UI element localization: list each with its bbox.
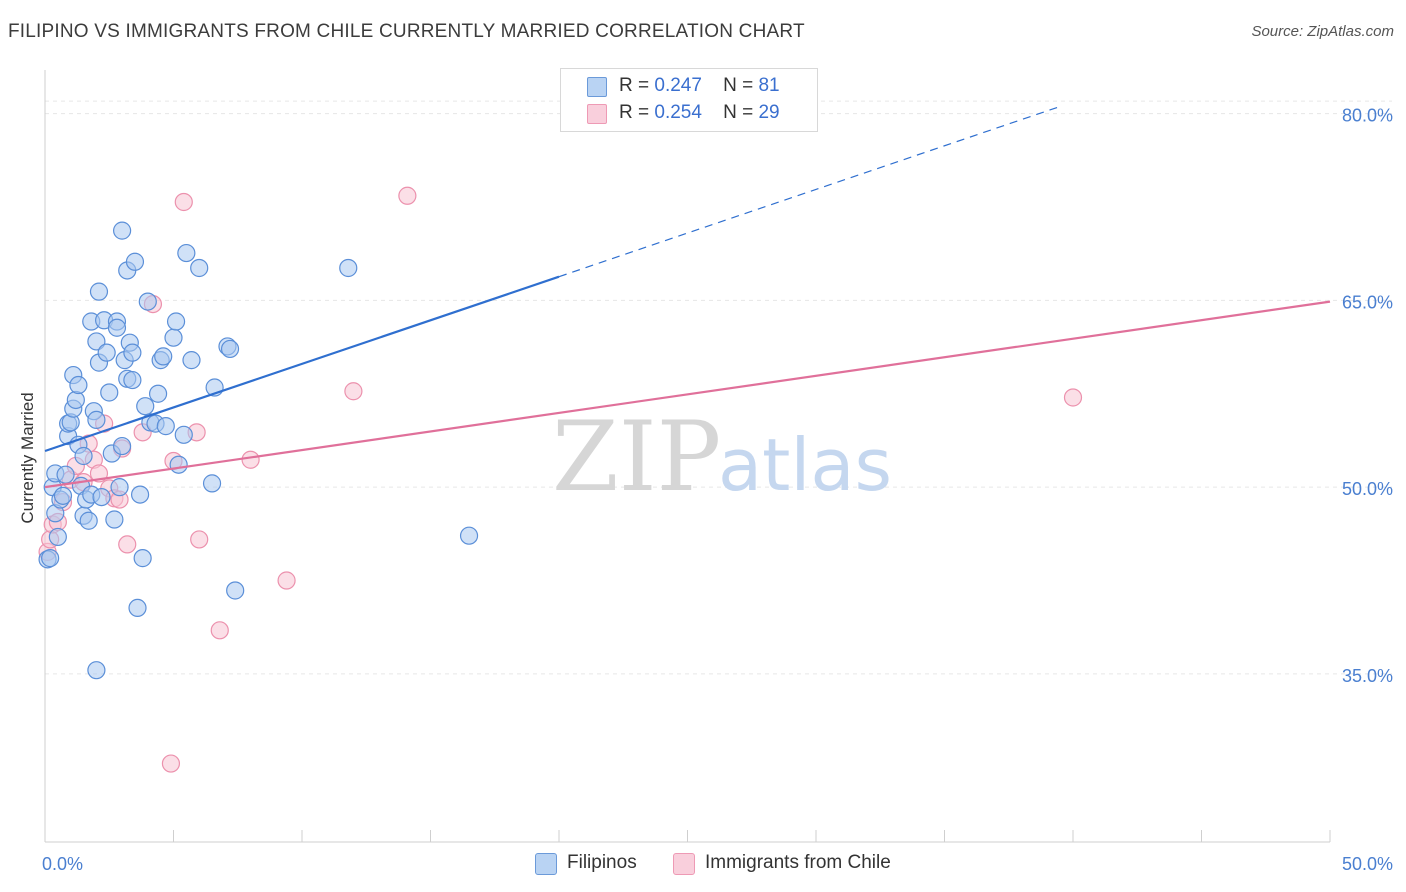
n-value: 81 xyxy=(758,75,780,96)
filipinos-point xyxy=(202,474,222,493)
filipinos-point xyxy=(105,510,124,529)
legend-text-filipinos: R = 0.247 N = 81 xyxy=(619,75,780,97)
chart-title: FILIPINO VS IMMIGRANTS FROM CHILE CURREN… xyxy=(8,21,805,42)
chile-point xyxy=(398,186,417,205)
filipinos-point xyxy=(112,221,132,240)
x-tick-label: 0.0% xyxy=(42,854,83,874)
filipinos-point xyxy=(89,282,109,301)
filipinos-point xyxy=(125,252,145,271)
filipinos-point xyxy=(48,527,67,547)
filipinos-point xyxy=(459,526,479,545)
filipinos-point xyxy=(87,410,106,429)
y-tick-label: 35.0% xyxy=(1342,666,1393,686)
filipinos-point xyxy=(110,478,129,497)
n-value: 29 xyxy=(758,102,780,123)
y-tick-label: 80.0% xyxy=(1342,106,1393,126)
filipinos-point xyxy=(107,318,127,337)
filipinos-point xyxy=(74,446,93,466)
filipinos-point xyxy=(174,425,193,444)
filipinos-point xyxy=(130,485,150,504)
filipinos-point xyxy=(97,343,116,362)
filipinos-point xyxy=(220,339,240,359)
filipinos-point xyxy=(177,243,196,263)
filipinos-point xyxy=(66,390,85,410)
legend-label-filipinos: Filipinos xyxy=(567,852,637,873)
filipinos-point xyxy=(339,258,358,278)
r-value: 0.254 xyxy=(654,102,702,123)
filipinos-point xyxy=(69,375,88,395)
chile-trend-line xyxy=(44,300,1331,489)
filipinos-point xyxy=(92,487,111,507)
chile-point xyxy=(190,530,209,549)
source-label: Source: ZipAtlas.com xyxy=(1251,23,1394,40)
filipinos-point xyxy=(169,455,188,474)
filipinos-point xyxy=(128,598,147,618)
r-label: R = xyxy=(619,102,650,123)
filipinos-point xyxy=(87,661,106,680)
axes xyxy=(44,70,1331,843)
filipinos-point xyxy=(154,347,173,366)
y-axis-title: Currently Married xyxy=(18,392,37,523)
x-tick-labels: 0.0% 50.0% xyxy=(42,854,1393,874)
filipinos-point xyxy=(166,312,186,331)
series-legend: Filipinos Immigrants from Chile xyxy=(0,852,1406,876)
n-label: N = xyxy=(723,102,754,123)
n-label: N = xyxy=(723,75,754,96)
chile-point xyxy=(210,621,229,640)
r-label: R = xyxy=(619,75,650,96)
filipinos-point xyxy=(182,351,201,370)
filipinos-point xyxy=(133,549,152,568)
filipinos-point xyxy=(164,328,183,347)
r-value: 0.247 xyxy=(654,75,702,96)
filipinos-point xyxy=(136,397,155,416)
chile-point xyxy=(241,450,260,469)
y-tick-labels: 35.0% 50.0% 65.0% 80.0% xyxy=(1342,106,1393,686)
filipinos-point xyxy=(53,486,73,505)
legend-label-chile: Immigrants from Chile xyxy=(705,852,891,873)
filipinos-point xyxy=(190,258,209,278)
legend-text-chile: R = 0.254 N = 29 xyxy=(619,102,780,124)
y-tick-label: 65.0% xyxy=(1342,292,1393,312)
legend-swatch-blue xyxy=(535,853,557,875)
chile-point xyxy=(174,192,193,212)
watermark: ZIP atlas xyxy=(552,401,892,513)
filipinos-trend-line xyxy=(44,275,560,453)
filipinos-point xyxy=(41,549,60,568)
filipinos-point xyxy=(112,436,132,456)
watermark-zip: ZIP xyxy=(552,401,721,513)
filipinos-point xyxy=(148,384,168,403)
filipinos-trend-extension xyxy=(558,106,1058,278)
correlation-legend: R = 0.247 N = 81 R = 0.254 N = 29 xyxy=(560,68,818,132)
filipinos-point xyxy=(123,343,142,362)
series-filipinos-points xyxy=(38,221,479,680)
filipinos-point xyxy=(100,383,119,402)
y-tick-label: 50.0% xyxy=(1342,479,1393,499)
x-tick-label: 50.0% xyxy=(1342,854,1393,874)
gridlines xyxy=(45,100,1392,675)
filipinos-point xyxy=(56,465,75,484)
chile-point xyxy=(344,382,363,401)
watermark-atlas: atlas xyxy=(718,423,892,507)
chile-point xyxy=(277,571,296,590)
trend-lines xyxy=(44,106,1331,489)
chile-point xyxy=(1063,388,1083,407)
filipinos-point xyxy=(226,581,245,600)
filipinos-point xyxy=(79,511,98,530)
filipinos-point xyxy=(138,292,157,311)
chile-point xyxy=(118,535,137,554)
filipinos-point xyxy=(123,370,142,390)
legend-swatch-pink xyxy=(587,104,607,124)
filipinos-point xyxy=(156,417,175,436)
legend-swatch-pink xyxy=(673,853,695,875)
filipinos-point xyxy=(87,332,106,351)
legend-swatch-blue xyxy=(587,77,607,97)
chile-point xyxy=(161,754,181,773)
